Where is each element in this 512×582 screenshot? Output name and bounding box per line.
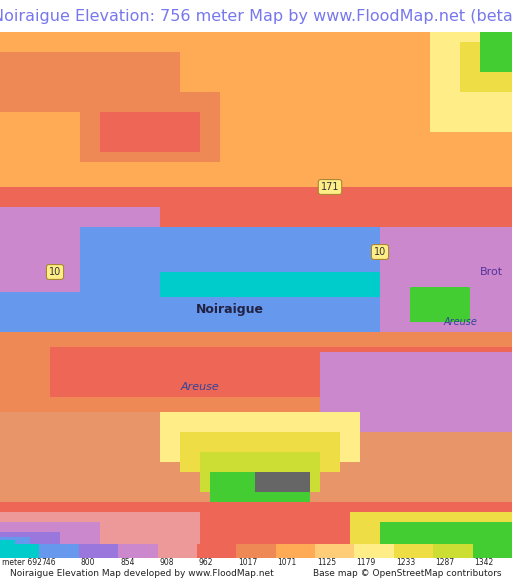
- Text: 1125: 1125: [317, 558, 336, 567]
- Text: 1233: 1233: [396, 558, 415, 567]
- Text: Noiraigue Elevation Map developed by www.FloodMap.net: Noiraigue Elevation Map developed by www…: [10, 570, 274, 579]
- Bar: [118, 544, 158, 558]
- Text: 746: 746: [41, 558, 56, 567]
- Text: Brot: Brot: [480, 267, 503, 277]
- Text: Base map © OpenStreetMap contributors: Base map © OpenStreetMap contributors: [313, 570, 502, 579]
- Bar: [433, 544, 473, 558]
- Bar: [473, 544, 512, 558]
- Text: Noiraigue: Noiraigue: [196, 303, 264, 317]
- Text: 10: 10: [374, 247, 386, 257]
- Bar: [0, 544, 39, 558]
- Bar: [79, 544, 118, 558]
- Text: Areuse: Areuse: [443, 317, 477, 327]
- Bar: [39, 544, 79, 558]
- Text: Noiraigue Elevation: 756 meter Map by www.FloodMap.net (beta): Noiraigue Elevation: 756 meter Map by ww…: [0, 9, 512, 23]
- Text: 908: 908: [160, 558, 174, 567]
- Text: 854: 854: [120, 558, 135, 567]
- Text: 171: 171: [321, 182, 339, 192]
- Text: 1071: 1071: [278, 558, 297, 567]
- Bar: [158, 544, 197, 558]
- Text: 1287: 1287: [435, 558, 454, 567]
- Text: 1179: 1179: [356, 558, 376, 567]
- Text: meter 692: meter 692: [2, 558, 42, 567]
- Bar: [237, 544, 275, 558]
- Text: 962: 962: [199, 558, 214, 567]
- Bar: [197, 544, 237, 558]
- Bar: [394, 544, 433, 558]
- Bar: [275, 544, 315, 558]
- Bar: [354, 544, 394, 558]
- Text: Areuse: Areuse: [181, 382, 219, 392]
- Bar: [315, 544, 354, 558]
- Text: 800: 800: [81, 558, 95, 567]
- Text: 1017: 1017: [238, 558, 258, 567]
- Text: 1342: 1342: [475, 558, 494, 567]
- Text: 10: 10: [49, 267, 61, 277]
